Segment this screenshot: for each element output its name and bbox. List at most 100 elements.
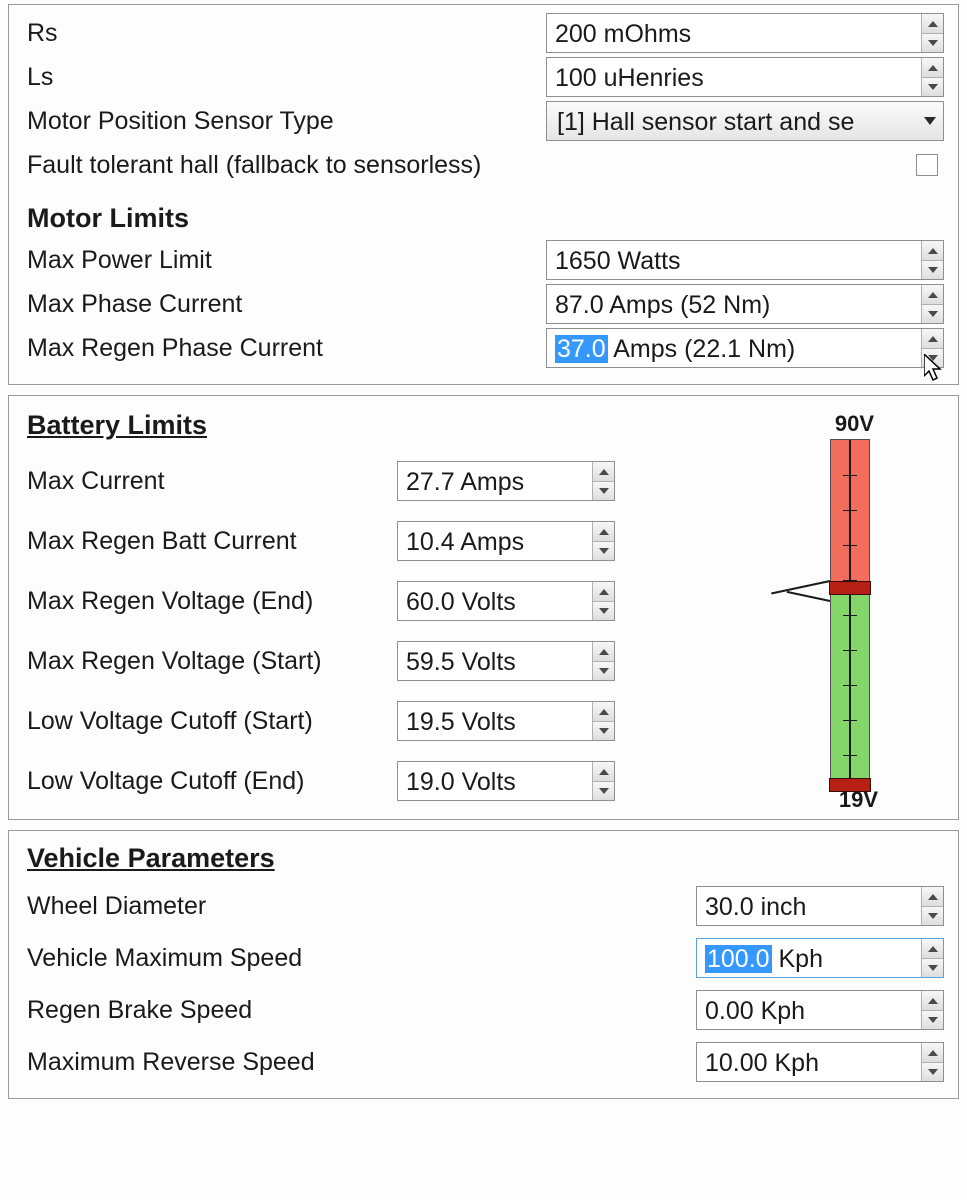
- motor-panel: Rs 200 mOhms Ls 100 uHenries Motor Posit…: [8, 4, 959, 385]
- max-speed-rest: Kph: [772, 945, 823, 973]
- spinner-up-icon[interactable]: [593, 462, 614, 481]
- max-speed-spinner[interactable]: 100.0 Kph: [696, 938, 944, 978]
- wheel-dia-spinner[interactable]: 30.0 inch: [696, 886, 944, 926]
- fault-tolerant-checkbox[interactable]: [916, 154, 938, 176]
- spinner-up-icon[interactable]: [922, 285, 943, 304]
- max-regen-phase-selected: 37.0: [555, 335, 608, 363]
- max-current-spinner[interactable]: 27.7 Amps: [397, 461, 615, 501]
- sensor-type-dropdown[interactable]: [1] Hall sensor start and se: [546, 101, 944, 141]
- spinner-down-icon[interactable]: [593, 541, 614, 560]
- spinner-down-icon[interactable]: [593, 601, 614, 620]
- gauge-tick: [843, 720, 857, 721]
- spinner-up-icon[interactable]: [922, 241, 943, 260]
- regen-brake-value[interactable]: 0.00 Kph: [697, 991, 921, 1029]
- spinner-down-icon[interactable]: [922, 260, 943, 279]
- spinner-down-icon[interactable]: [922, 1062, 943, 1081]
- max-regen-v-start-spinner[interactable]: 59.5 Volts: [397, 641, 615, 681]
- battery-fields: Max Current 27.7 Amps Max Regen Batt Cur…: [27, 447, 615, 807]
- rs-label: Rs: [27, 19, 58, 48]
- gauge-bottom-label: 19V: [839, 787, 878, 813]
- max-regen-v-start-value[interactable]: 59.5 Volts: [398, 642, 592, 680]
- max-current-value[interactable]: 27.7 Amps: [398, 462, 592, 500]
- spinner-down-icon[interactable]: [922, 77, 943, 96]
- spinner-down-icon[interactable]: [593, 481, 614, 500]
- gauge-tick: [843, 650, 857, 651]
- chevron-down-icon[interactable]: [917, 102, 943, 140]
- spinner-up-icon[interactable]: [922, 1043, 943, 1062]
- spinner-down-icon[interactable]: [593, 781, 614, 800]
- max-speed-selected: 100.0: [705, 945, 772, 973]
- ls-row: Ls 100 uHenries: [27, 57, 944, 97]
- rs-spinner[interactable]: 200 mOhms: [546, 13, 944, 53]
- max-regen-phase-value[interactable]: 37.0 Amps (22.1 Nm): [547, 329, 921, 367]
- spinner-up-icon[interactable]: [922, 58, 943, 77]
- spinner-down-icon[interactable]: [922, 33, 943, 52]
- max-regen-phase-spinner[interactable]: 37.0 Amps (22.1 Nm): [546, 328, 944, 368]
- spinner-up-icon[interactable]: [593, 702, 614, 721]
- max-power-value[interactable]: 1650 Watts: [547, 241, 921, 279]
- gauge-tick: [843, 755, 857, 756]
- rs-spinner-buttons: [921, 14, 943, 52]
- gauge-pointer-icon: [787, 591, 830, 602]
- max-regen-v-end-value[interactable]: 60.0 Volts: [398, 582, 592, 620]
- max-power-row: Max Power Limit 1650 Watts: [27, 240, 944, 280]
- spinner-up-icon[interactable]: [593, 582, 614, 601]
- spinner-down-icon[interactable]: [922, 348, 943, 367]
- sensor-type-value: [1] Hall sensor start and se: [547, 102, 917, 140]
- max-reverse-spinner[interactable]: 10.00 Kph: [696, 1042, 944, 1082]
- spinner-up-icon[interactable]: [593, 762, 614, 781]
- spinner-up-icon[interactable]: [922, 939, 943, 958]
- wheel-dia-value[interactable]: 30.0 inch: [697, 887, 921, 925]
- ls-label: Ls: [27, 63, 53, 92]
- max-reverse-row: Maximum Reverse Speed 10.00 Kph: [27, 1042, 944, 1082]
- regen-brake-label: Regen Brake Speed: [27, 996, 252, 1025]
- max-phase-value[interactable]: 87.0 Amps (52 Nm): [547, 285, 921, 323]
- spinner-down-icon[interactable]: [922, 304, 943, 323]
- max-regen-batt-value[interactable]: 10.4 Amps: [398, 522, 592, 560]
- sensor-type-label: Motor Position Sensor Type: [27, 107, 334, 136]
- gauge-marker-regen: [829, 581, 871, 595]
- max-regen-phase-rest: Amps (22.1 Nm): [608, 335, 796, 363]
- max-speed-row: Vehicle Maximum Speed 100.0 Kph: [27, 938, 944, 978]
- low-v-cut-end-value[interactable]: 19.0 Volts: [398, 762, 592, 800]
- spinner-up-icon[interactable]: [922, 14, 943, 33]
- spinner-up-icon[interactable]: [922, 329, 943, 348]
- rs-value[interactable]: 200 mOhms: [547, 14, 921, 52]
- max-reverse-value[interactable]: 10.00 Kph: [697, 1043, 921, 1081]
- max-regen-v-end-spinner[interactable]: 60.0 Volts: [397, 581, 615, 621]
- max-phase-row: Max Phase Current 87.0 Amps (52 Nm): [27, 284, 944, 324]
- rs-row: Rs 200 mOhms: [27, 13, 944, 53]
- max-phase-spinner[interactable]: 87.0 Amps (52 Nm): [546, 284, 944, 324]
- spinner-down-icon[interactable]: [922, 906, 943, 925]
- spinner-up-icon[interactable]: [593, 642, 614, 661]
- regen-brake-spinner[interactable]: 0.00 Kph: [696, 990, 944, 1030]
- max-regen-v-end-row: Max Regen Voltage (End) 60.0 Volts: [27, 581, 615, 621]
- max-current-label: Max Current: [27, 467, 397, 496]
- max-speed-label: Vehicle Maximum Speed: [27, 944, 302, 973]
- ls-spinner[interactable]: 100 uHenries: [546, 57, 944, 97]
- gauge-tick: [843, 545, 857, 546]
- fault-tolerant-row: Fault tolerant hall (fallback to sensorl…: [27, 145, 944, 185]
- spinner-up-icon[interactable]: [593, 522, 614, 541]
- max-speed-value[interactable]: 100.0 Kph: [697, 939, 921, 977]
- low-v-cut-end-spinner[interactable]: 19.0 Volts: [397, 761, 615, 801]
- battery-panel: Battery Limits Max Current 27.7 Amps Max…: [8, 395, 959, 820]
- low-v-cut-start-value[interactable]: 19.5 Volts: [398, 702, 592, 740]
- max-regen-batt-spinner[interactable]: 10.4 Amps: [397, 521, 615, 561]
- ls-value[interactable]: 100 uHenries: [547, 58, 921, 96]
- vehicle-params-title: Vehicle Parameters: [27, 843, 944, 874]
- max-current-row: Max Current 27.7 Amps: [27, 461, 615, 501]
- spinner-down-icon[interactable]: [593, 721, 614, 740]
- spinner-up-icon[interactable]: [922, 887, 943, 906]
- spinner-down-icon[interactable]: [922, 1010, 943, 1029]
- max-regen-v-start-row: Max Regen Voltage (Start) 59.5 Volts: [27, 641, 615, 681]
- max-regen-phase-label: Max Regen Phase Current: [27, 334, 323, 363]
- spinner-down-icon[interactable]: [593, 661, 614, 680]
- max-power-spinner[interactable]: 1650 Watts: [546, 240, 944, 280]
- spinner-down-icon[interactable]: [922, 958, 943, 977]
- low-v-cut-start-spinner[interactable]: 19.5 Volts: [397, 701, 615, 741]
- wheel-dia-label: Wheel Diameter: [27, 892, 206, 921]
- wheel-dia-row: Wheel Diameter 30.0 inch: [27, 886, 944, 926]
- spinner-up-icon[interactable]: [922, 991, 943, 1010]
- fault-tolerant-label: Fault tolerant hall (fallback to sensorl…: [27, 151, 481, 180]
